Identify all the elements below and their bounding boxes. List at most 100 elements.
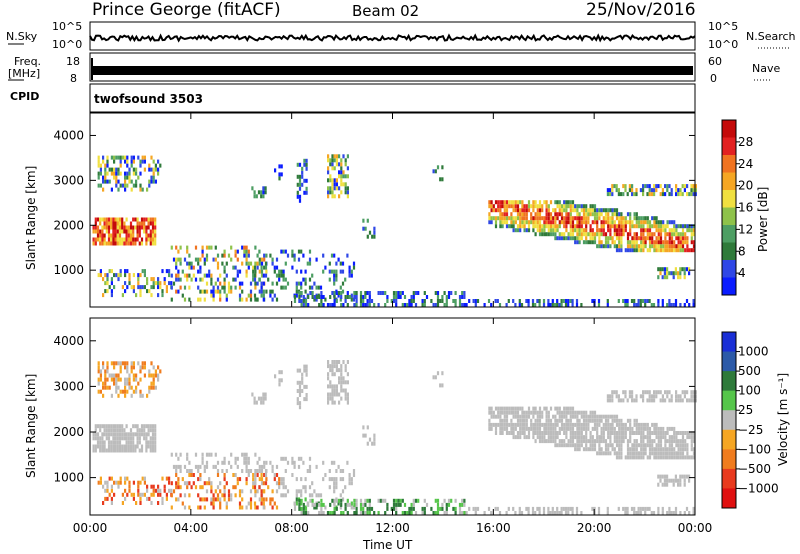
- velocity-cell: [148, 385, 151, 390]
- power-cell: [293, 299, 297, 303]
- power-cell: [327, 178, 330, 183]
- power-cell: [589, 208, 592, 213]
- velocity-cell: [214, 497, 217, 502]
- power-cell: [536, 299, 539, 303]
- velocity-cell: [121, 424, 124, 429]
- power-cell: [591, 228, 594, 233]
- power-cell: [355, 303, 358, 307]
- velocity-cell: [113, 361, 116, 366]
- velocity-cell: [690, 431, 693, 435]
- velocity-cell: [119, 480, 122, 485]
- power-cell: [136, 225, 139, 230]
- velocity-cell: [613, 418, 616, 423]
- power-cell: [219, 297, 222, 302]
- power-cell: [335, 261, 338, 266]
- velocity-cell: [663, 474, 666, 479]
- velocity-cell: [598, 447, 601, 452]
- velocity-cell: [596, 414, 599, 419]
- velocity-cell: [112, 440, 115, 445]
- power-cell: [129, 225, 133, 230]
- power-cell: [138, 221, 141, 226]
- power-cell: [436, 295, 440, 299]
- power-cell: [333, 166, 336, 171]
- power-cell: [609, 224, 612, 229]
- velocity-cell: [631, 431, 634, 435]
- power-cell: [145, 237, 148, 242]
- power-cell: [582, 220, 586, 225]
- velocity-cell: [341, 497, 345, 502]
- velocity-cell: [677, 431, 680, 435]
- velocity-cell: [330, 477, 334, 482]
- velocity-cell: [591, 447, 594, 452]
- power-cell: [126, 285, 129, 290]
- power-cell: [335, 277, 338, 282]
- velocity-cell: [569, 422, 572, 427]
- power-cell: [648, 299, 651, 303]
- power-cell: [110, 233, 113, 238]
- velocity-cell: [141, 365, 144, 370]
- velocity-cell: [132, 373, 135, 378]
- power-cell: [106, 277, 109, 282]
- power-cell: [505, 204, 509, 209]
- velocity-cell: [188, 473, 191, 477]
- velocity-cell: [243, 456, 246, 461]
- power-cell: [692, 228, 696, 233]
- power-cell: [538, 220, 542, 225]
- velocity-cell: [499, 414, 502, 419]
- velocity-cell: [673, 451, 676, 456]
- velocity-cell: [668, 511, 671, 515]
- velocity-cell: [576, 422, 579, 427]
- velocity-cell: [604, 447, 608, 452]
- power-cell: [503, 216, 506, 221]
- velocity-cell: [145, 448, 148, 453]
- velocity-cell: [99, 389, 102, 394]
- velocity-cell: [552, 435, 555, 440]
- velocity-cell: [113, 365, 116, 370]
- velocity-cell: [593, 414, 597, 419]
- velocity-cell: [392, 506, 396, 511]
- velocity-cell: [525, 506, 528, 511]
- velocity-cell: [523, 418, 526, 423]
- power-cell: [135, 293, 138, 298]
- velocity-cell: [600, 447, 603, 452]
- power-cell: [545, 200, 548, 205]
- velocity-cell: [530, 422, 533, 427]
- power-cell: [461, 303, 464, 307]
- power-cell: [210, 281, 213, 286]
- velocity-cell: [642, 455, 645, 460]
- velocity-cell: [531, 506, 535, 511]
- velocity-cell: [447, 498, 451, 503]
- power-cell: [241, 245, 244, 250]
- power-cell: [525, 208, 528, 213]
- velocity-cell: [295, 493, 298, 498]
- velocity-cell: [132, 361, 135, 366]
- velocity-cell: [626, 418, 630, 423]
- velocity-cell: [534, 418, 537, 423]
- power-cell: [127, 241, 130, 246]
- power-cell: [253, 265, 257, 270]
- power-cell: [304, 299, 308, 303]
- velocity-cell: [662, 431, 665, 435]
- power-cell: [598, 232, 601, 237]
- power-cell: [151, 237, 155, 242]
- power-cell: [264, 186, 267, 191]
- power-cell: [549, 224, 553, 229]
- velocity-cell: [622, 390, 625, 395]
- power-cell: [254, 285, 257, 290]
- velocity-cell: [615, 455, 619, 460]
- power-cell: [527, 299, 530, 303]
- velocity-cell: [273, 501, 276, 506]
- power-cell: [146, 289, 149, 294]
- velocity-cell: [322, 477, 325, 482]
- power-cell: [574, 216, 577, 221]
- velocity-cell: [677, 447, 680, 452]
- velocity-cell: [532, 426, 535, 431]
- velocity-cell: [214, 452, 217, 457]
- velocity-cell: [284, 485, 287, 490]
- power-cell: [362, 299, 365, 303]
- power-cell: [113, 159, 116, 164]
- velocity-cell: [602, 439, 605, 444]
- velocity-cell: [102, 361, 105, 366]
- power-cell: [672, 271, 675, 276]
- power-cell: [238, 297, 242, 302]
